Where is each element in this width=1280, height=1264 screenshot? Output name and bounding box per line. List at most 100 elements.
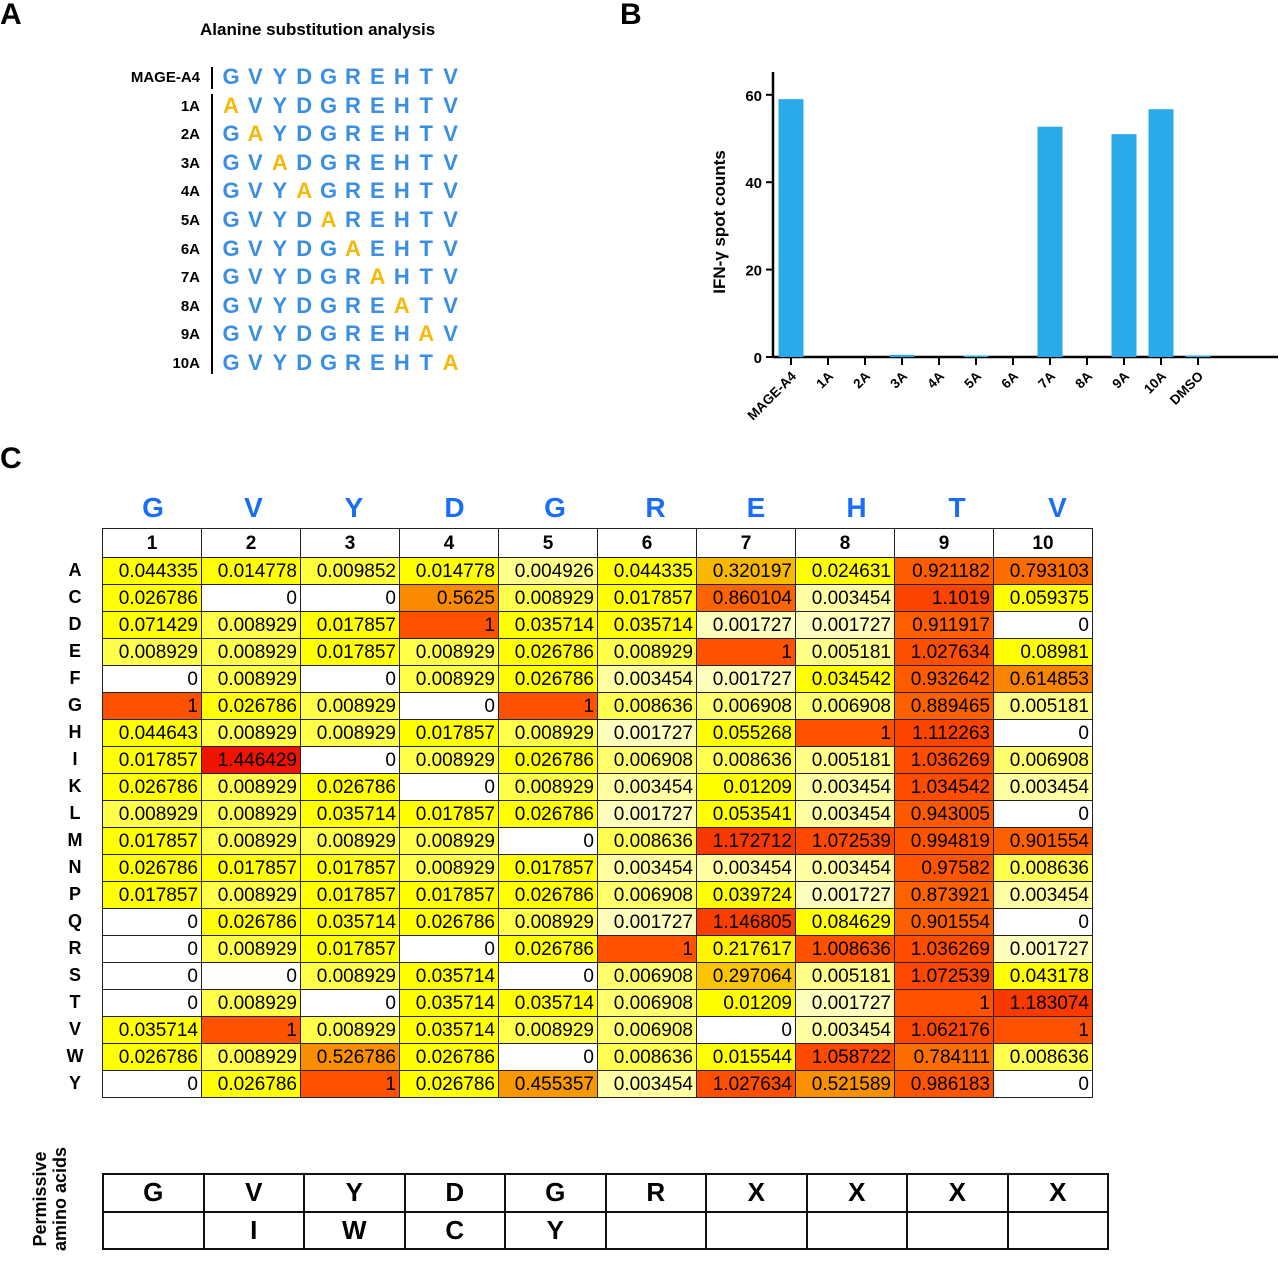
residue: G [222, 350, 240, 375]
residue: G [320, 264, 338, 290]
residue: R [345, 149, 361, 175]
heatmap-cell: 0.008929 [399, 746, 499, 774]
heatmap-cell: 0.008929 [300, 692, 400, 720]
table-row: 0.026786 0.017857 0.017857 0.008929 0.017857… [102, 854, 1093, 882]
heatmap-cell: 0 [498, 827, 598, 855]
heatmap-cell: 0.003454 [795, 584, 895, 612]
x-tick-label: 1A [813, 368, 836, 391]
heatmap-cell: 0.889465 [894, 692, 994, 720]
residue: R [345, 264, 361, 290]
heatmap-cell: 1.036269 [894, 746, 994, 774]
heatmap-cell: 0.026786 [201, 908, 301, 936]
heatmap-cell: 0.026786 [102, 1043, 202, 1071]
heatmap-cell: 1.072539 [894, 962, 994, 990]
heatmap-cell: 1.027634 [894, 638, 994, 666]
heatmap-cell: 0.217617 [696, 935, 796, 963]
heatmap-cell: 0.008929 [399, 854, 499, 882]
residue: G [320, 321, 338, 347]
heatmap-cell: 0.026786 [498, 935, 598, 963]
heatmap-cell: 0.008929 [399, 665, 499, 693]
x-tick-label: 10A [1141, 368, 1169, 396]
heatmap-cell: 1 [102, 692, 202, 720]
x-tick-label: DMSO [1167, 369, 1206, 408]
heatmap-cell: 0.035714 [399, 989, 499, 1017]
table-row: 0.017857 0.008929 0.017857 0.017857 0.026786… [102, 881, 1093, 909]
heatmap-cell: 0.784111 [894, 1043, 994, 1071]
x-tick-label: 4A [924, 368, 947, 391]
heatmap-cell: 0.860104 [696, 584, 796, 612]
permissive-cell [705, 1210, 808, 1250]
column-header: 2 [201, 528, 301, 558]
residue: E [370, 350, 385, 375]
heatmap-cell: 0.044335 [102, 557, 202, 585]
heatmap-cell: 1.183074 [993, 989, 1093, 1017]
heatmap-cell: 1 [498, 692, 598, 720]
heatmap-cell: 0.008929 [201, 611, 301, 639]
heatmap-cell: 0.008929 [498, 908, 598, 936]
row-label: C [68, 587, 82, 607]
row-label: M [67, 830, 83, 850]
heatmap-cell: 0.026786 [399, 1043, 499, 1071]
residue: T [419, 207, 433, 232]
residue: H [393, 264, 410, 290]
heatmap-cell: 1.058722 [795, 1043, 895, 1071]
column-header: 7 [696, 528, 796, 558]
heatmap-cell: 0.006908 [993, 746, 1093, 774]
permissive-cell [906, 1210, 1009, 1250]
permissive-cell: X [705, 1173, 808, 1213]
heatmap-cell: 0.008929 [201, 1043, 301, 1071]
residue: R [345, 92, 361, 118]
row-label: H [68, 722, 82, 742]
heatmap-cell: 0.008929 [201, 773, 301, 801]
residue: E [370, 121, 385, 147]
row-label: R [68, 938, 82, 958]
heatmap-cell: 0.017857 [399, 719, 499, 747]
top-residue: V [244, 492, 263, 523]
sequence-label: 10A [172, 355, 200, 372]
table-row: 0.026786 0 0 0.5625 0.008929 0.017857 0.860104… [102, 584, 1093, 612]
heatmap-cell: 0.008929 [300, 1016, 400, 1044]
heatmap-cell: 1 [993, 1016, 1093, 1044]
residue: R [345, 207, 361, 232]
residue: G [222, 207, 240, 232]
residue: E [370, 178, 385, 204]
residue: G [222, 264, 240, 290]
substituted-residue: A [296, 178, 313, 204]
heatmap-cell: 0.071429 [102, 611, 202, 639]
top-residue: V [1048, 492, 1067, 523]
residue: H [393, 121, 410, 147]
heatmap-cell: 0.017857 [399, 800, 499, 828]
residue: G [320, 149, 338, 175]
heatmap-cell: 1.072539 [795, 827, 895, 855]
residue: E [370, 321, 385, 347]
heatmap-cell: 0.006908 [597, 746, 697, 774]
row-label: I [72, 749, 78, 769]
row-label: Q [67, 911, 82, 931]
permissive-cell: X [1006, 1173, 1109, 1213]
heatmap-cell: 1.062176 [894, 1016, 994, 1044]
column-header: 6 [597, 528, 697, 558]
heatmap-cell: 0.008636 [696, 746, 796, 774]
row-label: K [68, 776, 82, 796]
heatmap-cell: 0.006908 [597, 881, 697, 909]
permissive-cell: G [504, 1173, 607, 1213]
residue: D [296, 264, 313, 290]
residue: Y [272, 121, 288, 147]
permissive-cell: W [303, 1210, 406, 1250]
alanine-analysis-title: Alanine substitution analysis [200, 20, 436, 39]
residue: E [370, 292, 385, 318]
heatmap-cell: 0.026786 [498, 638, 598, 666]
heatmap-cell: 0.873921 [894, 881, 994, 909]
table-row: 0.008929 0.008929 0.035714 0.017857 0.026786… [102, 800, 1093, 828]
residue: V [443, 92, 458, 118]
heatmap-cell: 0 [993, 908, 1093, 936]
column-header: 5 [498, 528, 598, 558]
heatmap-cell: 0.008636 [597, 692, 697, 720]
residue: V [443, 321, 458, 347]
heatmap-cell: 0 [399, 935, 499, 963]
heatmap-cell: 0.035714 [399, 1016, 499, 1044]
residue: G [222, 292, 240, 318]
heatmap-cell: 0.003454 [993, 773, 1093, 801]
